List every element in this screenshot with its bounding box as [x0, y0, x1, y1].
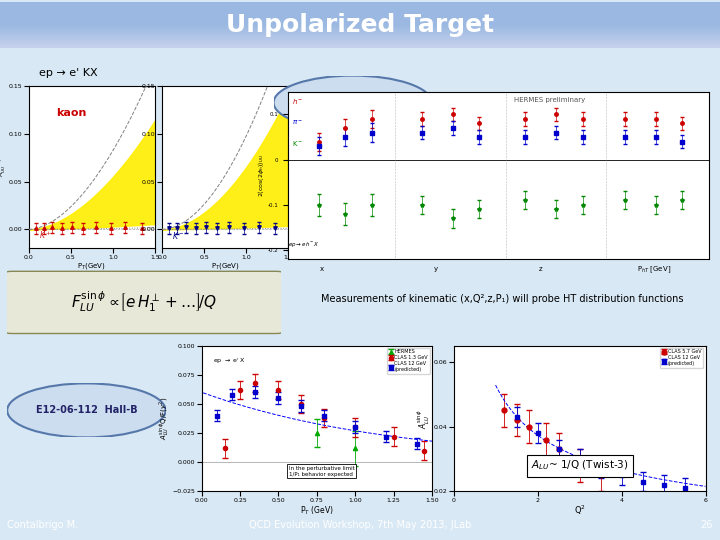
Bar — [0, 13, 720, 36]
Bar — [0, 5, 720, 28]
Text: y: y — [433, 266, 438, 272]
Bar — [0, 18, 720, 41]
Bar — [0, 12, 720, 36]
Bar — [0, 16, 720, 39]
Bar — [0, 11, 720, 33]
Bar — [0, 10, 720, 33]
Text: QCD Evolution Workshop, 7th May 2013, JLab: QCD Evolution Workshop, 7th May 2013, JL… — [249, 520, 471, 530]
Text: kaon: kaon — [57, 107, 87, 118]
Y-axis label: $2\langle\cos(2\phi_h)\rangle_{UU}$: $2\langle\cos(2\phi_h)\rangle_{UU}$ — [256, 154, 266, 197]
Bar — [0, 4, 720, 27]
Text: $K^+$: $K^+$ — [39, 229, 52, 241]
X-axis label: P$_T$ (GeV): P$_T$ (GeV) — [300, 504, 333, 517]
Text: $h^-$: $h^-$ — [292, 97, 304, 106]
Legend: HERMES, CLAS 1.3 GeV, CLAS 12 GeV
(predicted): HERMES, CLAS 1.3 GeV, CLAS 12 GeV (predi… — [387, 348, 430, 374]
Bar — [0, 23, 720, 46]
Bar — [0, 14, 720, 36]
Text: E12-06-112  Hall-B: E12-06-112 Hall-B — [35, 406, 138, 415]
Bar — [0, 9, 720, 32]
Ellipse shape — [274, 76, 432, 130]
Bar — [0, 2, 720, 25]
Bar — [0, 11, 720, 35]
Y-axis label: $A_{LU}^{\sin\phi}$Q/F($y^2$): $A_{LU}^{\sin\phi}$Q/F($y^2$) — [158, 397, 171, 440]
Bar — [0, 18, 720, 42]
FancyBboxPatch shape — [4, 271, 284, 334]
Text: HERMES preliminary: HERMES preliminary — [513, 97, 585, 103]
Bar — [0, 24, 720, 46]
Bar — [0, 23, 720, 46]
Bar — [0, 3, 720, 26]
Text: P$_{hT}$ [GeV]: P$_{hT}$ [GeV] — [637, 264, 672, 275]
Bar — [0, 19, 720, 42]
Text: In the perturbative limit
1/P₁ behavior expected: In the perturbative limit 1/P₁ behavior … — [289, 466, 354, 477]
Text: ep → e' KX: ep → e' KX — [39, 68, 98, 78]
Bar — [0, 17, 720, 40]
Bar — [0, 8, 720, 30]
Bar — [0, 8, 720, 31]
Text: x: x — [320, 266, 324, 272]
X-axis label: P$_T$(GeV): P$_T$(GeV) — [210, 261, 240, 271]
Bar — [0, 7, 720, 30]
Text: $K^-$: $K^-$ — [172, 230, 185, 241]
Bar — [0, 22, 720, 45]
Ellipse shape — [7, 383, 166, 437]
Bar — [0, 21, 720, 43]
Text: 26: 26 — [701, 520, 713, 530]
Bar — [0, 24, 720, 47]
Bar — [0, 19, 720, 43]
X-axis label: P$_T$(GeV): P$_T$(GeV) — [77, 261, 107, 271]
Bar — [0, 9, 720, 32]
Text: E12-09-008  Hall-B: E12-09-008 Hall-B — [298, 98, 408, 107]
Bar — [0, 15, 720, 38]
Bar — [0, 22, 720, 45]
Bar — [0, 10, 720, 33]
Bar — [0, 21, 720, 44]
Bar — [0, 21, 720, 44]
Bar — [0, 16, 720, 39]
Bar — [0, 6, 720, 29]
Bar — [0, 25, 720, 48]
Text: Measurements of kinematic (x,Q²,z,P₁) will probe HT distribution functions: Measurements of kinematic (x,Q²,z,P₁) wi… — [321, 294, 683, 304]
X-axis label: Q$^2$: Q$^2$ — [574, 504, 585, 517]
Bar — [0, 14, 720, 37]
Text: $F_{LU}^{\sin\phi}\propto\!\left[e\,H_1^{\perp}+\ldots\right]\!/Q$: $F_{LU}^{\sin\phi}\propto\!\left[e\,H_1^… — [71, 289, 217, 314]
Bar — [0, 4, 720, 26]
Y-axis label: $A_{UU}^{cos2\phi}$: $A_{UU}^{cos2\phi}$ — [0, 158, 7, 177]
Bar — [0, 17, 720, 39]
Bar — [0, 14, 720, 37]
Text: Unpolarized Target: Unpolarized Target — [226, 13, 494, 37]
Bar — [0, 12, 720, 35]
Text: ep $\rightarrow$ e$^\prime$ X: ep $\rightarrow$ e$^\prime$ X — [213, 356, 246, 366]
Y-axis label: $A_{LU}^{\sin\phi}$: $A_{LU}^{\sin\phi}$ — [416, 408, 432, 429]
Text: Contalbrigo M.: Contalbrigo M. — [7, 520, 78, 530]
Bar — [0, 15, 720, 38]
Text: $ep\rightarrow e h^- X$: $ep\rightarrow e h^- X$ — [288, 240, 320, 249]
Bar — [0, 4, 720, 28]
Text: K$^-$: K$^-$ — [292, 139, 303, 147]
Bar — [0, 8, 720, 31]
Bar — [0, 6, 720, 30]
Text: $\pi^-$: $\pi^-$ — [292, 119, 303, 127]
Bar — [0, 17, 720, 40]
Text: z: z — [539, 266, 543, 272]
Text: $A_{LU}$~ 1/Q (Twist-3): $A_{LU}$~ 1/Q (Twist-3) — [531, 459, 629, 472]
Bar — [0, 5, 720, 29]
Bar — [0, 20, 720, 43]
Bar — [0, 11, 720, 34]
Legend: CLAS 5.7 GeV, CLAS 12 GeV
(predicted): CLAS 5.7 GeV, CLAS 12 GeV (predicted) — [660, 348, 703, 368]
Bar — [0, 3, 720, 26]
Bar — [0, 24, 720, 48]
